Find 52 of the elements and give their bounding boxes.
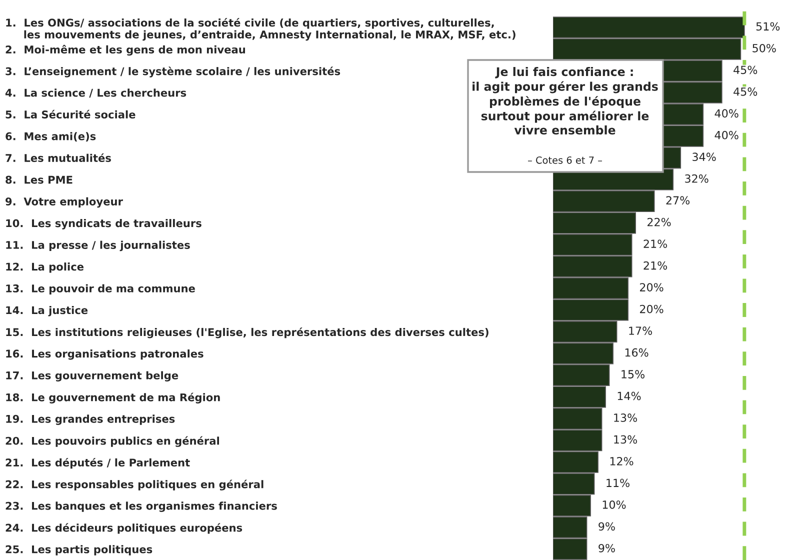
data-label: 12% [610, 456, 634, 466]
data-label: 27% [666, 196, 690, 205]
data-label: 21% [644, 261, 668, 270]
y-tick-label: 14. La justice [6, 306, 88, 316]
y-tick-label: 5. La Sécurité sociale [6, 110, 136, 119]
y-tick-label: 3. L’enseignement / le système scolaire / les universités [6, 66, 340, 78]
y-tick-label: 18. Le gouvernement de ma Région [6, 392, 220, 404]
y-tick-label: 4. La science / Les chercheurs [5, 88, 186, 98]
y-tick-label: 17. Les gouvernement belge [6, 371, 178, 382]
data-label: 32% [685, 174, 708, 183]
y-tick-label: 8. Les PME [6, 176, 72, 184]
y-tick-label: 7. Les mutualités [6, 153, 111, 162]
data-label: 20% [640, 283, 664, 292]
y-tick-label: 20. Les pouvoirs publics en général [6, 436, 219, 447]
y-tick-label: 12. La police [6, 262, 84, 273]
y-tick-label: 15. Les institutions religieuses (l'Eglise, les représentations des diverses cultes) [6, 328, 488, 338]
y-tick-label: 19. Les grandes entreprises [6, 414, 175, 425]
y-tick-label: 23. Les banques et les organismes financiers [6, 502, 277, 512]
data-label: 14% [618, 392, 641, 400]
data-label: 45% [734, 87, 758, 96]
data-label: 9% [598, 522, 615, 531]
data-label: 20% [640, 304, 664, 314]
y-tick-label: 21. Les députés / le Parlement [6, 458, 190, 469]
data-label: 17% [629, 326, 652, 335]
y-tick-label: 24. Les décideurs politiques européens [6, 523, 242, 534]
y-tick-label: 1. Les ONGs/ associations de la société civile (de quartiers, sportives, culturelles, les mouvements de jeunes, d’entraide, Amnesty International, le MRAX, MSF, etc.) [6, 18, 516, 41]
data-label: 34% [692, 152, 716, 162]
annotation: Je lui fais confiance : il agit pour gérer les grands problèmes de l'époque surtout pour améliorer le vivre ensemble [472, 67, 658, 135]
data-label: 40% [714, 109, 738, 118]
data-label: 22% [648, 218, 671, 226]
annotation: – Cotes 6 et 7 – [528, 156, 602, 164]
data-label: 13% [614, 414, 637, 422]
data-label: 10% [602, 500, 626, 509]
data-label: 45% [734, 66, 758, 74]
data-label: 11% [606, 478, 630, 488]
y-tick-label: 13. Le pouvoir de ma commune [6, 284, 195, 294]
data-label: 21% [644, 240, 668, 248]
data-label: 50% [752, 44, 776, 52]
data-label: 40% [714, 130, 738, 140]
y-tick-label: 6. Mes ami(e)s [6, 132, 96, 142]
data-label: 9% [598, 544, 615, 552]
data-label: 13% [614, 435, 637, 444]
y-tick-label: 22. Les responsables politiques en général [6, 480, 264, 490]
data-label: 51% [756, 22, 780, 31]
y-tick-label: 10. Les syndicats de travailleurs [6, 219, 202, 230]
y-tick-label: 16. Les organisations patronales [6, 349, 204, 360]
y-tick-label: 9. Votre employeur [6, 197, 123, 208]
y-tick-label: 11. La presse / les journalistes [6, 240, 190, 252]
y-tick-label: 2. Moi-même et les gens de mon niveau [6, 44, 246, 56]
data-label: 15% [622, 370, 644, 378]
y-tick-label: 25. Les partis politiques [6, 545, 152, 556]
data-label: 16% [625, 348, 648, 357]
